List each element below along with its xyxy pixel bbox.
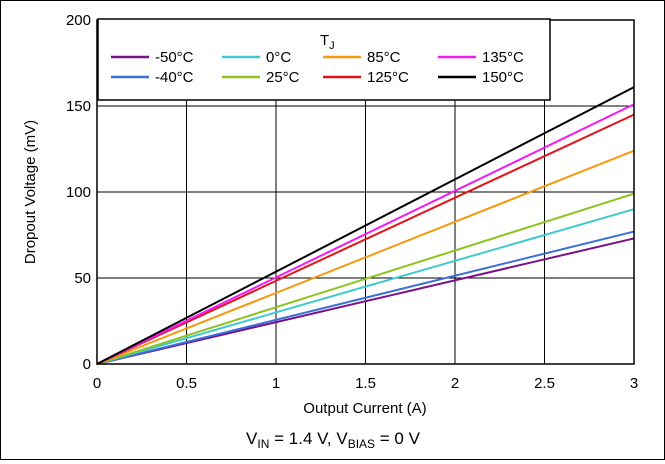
- x-axis-label: Output Current (A): [303, 400, 426, 417]
- series-line: [96, 86, 635, 365]
- legend-label: 125°C: [367, 69, 409, 86]
- y-tick-label: 0: [83, 356, 91, 373]
- series-line: [96, 103, 635, 365]
- series-line: [96, 149, 635, 365]
- legend-items: -50°C 0°C 85°C 135°C -40°C 25°C 125°C 150°C: [111, 49, 524, 86]
- x-tick-label: 3: [630, 375, 638, 392]
- legend: TJ -50°C 0°C 85°C 135°C -40°C 25°C 125°C 150°C: [97, 18, 551, 101]
- legend-label: 150°C: [482, 69, 524, 86]
- x-tick-label: 0.5: [176, 375, 197, 392]
- x-tick-label: 1.5: [355, 375, 376, 392]
- vbias-subscript: BIAS: [348, 437, 375, 451]
- y-axis-label: Dropout Voltage (mV): [22, 120, 39, 264]
- x-tick-label: 2: [451, 375, 459, 392]
- legend-label: 0°C: [266, 49, 291, 66]
- series-line: [96, 113, 635, 365]
- series-line: [96, 230, 635, 365]
- legend-box: [97, 18, 551, 101]
- vbias-value: = 0 V: [375, 429, 421, 448]
- legend-label: 25°C: [266, 69, 300, 86]
- tick-labels: 0 0.5 1 1.5 2 2.5 3 0 50 100 150 200: [66, 12, 638, 392]
- vin-symbol: V: [246, 429, 258, 448]
- series-line: [96, 208, 635, 365]
- legend-title-sub: J: [329, 40, 335, 52]
- legend-label: 135°C: [482, 49, 524, 66]
- conditions-footnote: VIN = 1.4 V, VBIAS = 0 V: [246, 429, 421, 451]
- vin-subscript: IN: [257, 437, 269, 451]
- y-tick-label: 150: [66, 98, 91, 115]
- x-tick-label: 2.5: [534, 375, 555, 392]
- vin-value: = 1.4 V, V: [269, 429, 348, 448]
- y-tick-label: 200: [66, 12, 91, 29]
- legend-title: TJ: [320, 32, 335, 52]
- y-tick-label: 50: [74, 270, 91, 287]
- legend-label: 85°C: [367, 49, 401, 66]
- y-tick-label: 100: [66, 184, 91, 201]
- legend-title-main: T: [320, 32, 329, 49]
- x-tick-label: 0: [93, 375, 101, 392]
- series-line: [96, 237, 635, 365]
- legend-label: -40°C: [155, 69, 194, 86]
- series-line: [96, 192, 635, 365]
- x-tick-label: 1: [272, 375, 280, 392]
- series-lines: [96, 86, 635, 365]
- legend-label: -50°C: [155, 49, 194, 66]
